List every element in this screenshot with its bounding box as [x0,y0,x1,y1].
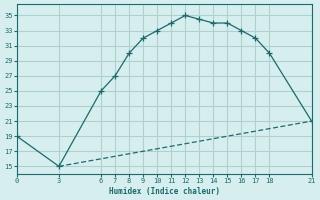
X-axis label: Humidex (Indice chaleur): Humidex (Indice chaleur) [109,187,220,196]
